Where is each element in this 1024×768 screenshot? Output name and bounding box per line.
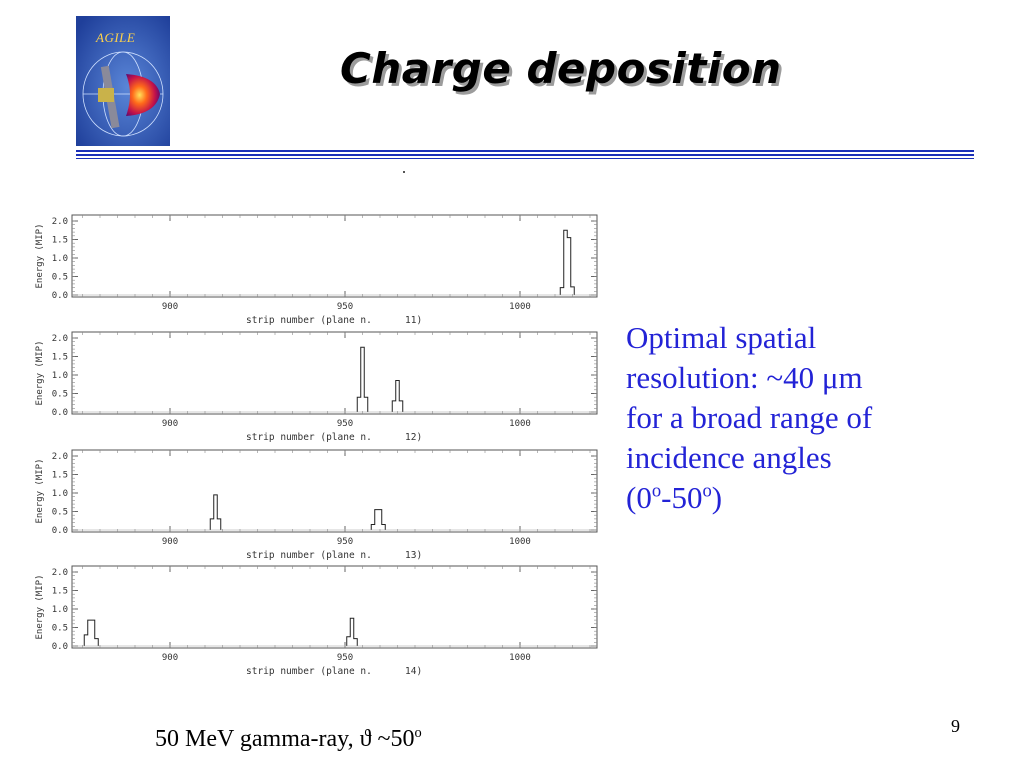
note-text: resolution: ~40 [626,360,822,395]
x-tick-label: 900 [162,419,178,429]
y-tick-label: 1.0 [52,489,68,499]
note-text: ) [711,480,723,515]
plot-frame [71,214,598,298]
x-tick-label: 1000 [509,302,531,312]
degree-sup: o [414,725,422,741]
y-tick-label: 0.5 [52,508,68,518]
note-line: resolution: ~40 μm [626,358,986,398]
plane-label: 11) [405,315,422,326]
title-rule [76,154,974,156]
histogram-peak [559,229,575,295]
plot-frame [71,331,598,415]
y-tick-label: 1.5 [52,471,68,481]
x-axis-label: strip number (plane n. [246,315,372,326]
plot-frame [71,449,598,533]
histogram-peak [346,617,358,646]
y-axis-label: Energy (MIP) [35,574,45,639]
plot-frame [71,565,598,649]
caption-text: 50 MeV gamma-ray, ϑ ~50 [155,726,415,752]
y-axis-label: Energy (MIP) [35,223,45,288]
y-tick-label: 2.0 [52,452,68,462]
y-tick-label: 1.0 [52,371,68,381]
x-tick-label: 950 [337,537,353,547]
y-axis-label: Energy (MIP) [35,340,45,405]
note-text: -50 [661,480,703,515]
y-tick-label: 0.5 [52,273,68,283]
resolution-note: Optimal spatial resolution: ~40 μm for a… [626,318,986,518]
y-tick-label: 1.0 [52,254,68,264]
x-tick-label: 950 [337,302,353,312]
note-line: incidence angles [626,440,832,475]
note-line: Optimal spatial [626,320,817,355]
micrometer-unit: μm [821,360,863,395]
agile-logo [76,16,170,146]
plane-label: 12) [405,432,422,443]
histogram-peak [370,509,386,530]
degree-sup: o [651,480,662,502]
x-tick-label: 1000 [509,419,531,429]
y-tick-label: 0.0 [52,291,68,301]
x-tick-label: 900 [162,302,178,312]
histogram-peak [209,494,222,530]
title-rule [76,158,974,159]
y-tick-label: 0.5 [52,390,68,400]
x-tick-label: 1000 [509,653,531,663]
slide-title: Charge deposition [340,44,782,93]
y-tick-label: 1.5 [52,353,68,363]
degree-sup: o [702,480,712,502]
histogram-peak [83,619,99,646]
x-axis-label: strip number (plane n. [246,666,372,677]
logo-label: AGILE [96,30,136,45]
note-text: (0 [626,480,652,515]
y-tick-label: 1.5 [52,587,68,597]
y-axis-label: Energy (MIP) [35,458,45,523]
y-tick-label: 2.0 [52,568,68,578]
note-line: (0o-50o) [626,478,986,518]
y-tick-label: 2.0 [52,334,68,344]
page-number: 9 [951,716,960,736]
y-tick-label: 0.0 [52,408,68,418]
x-tick-label: 950 [337,419,353,429]
y-tick-label: 0.0 [52,526,68,536]
note-line: for a broad range of [626,400,873,435]
histogram-peak [391,380,404,412]
y-tick-label: 0.5 [52,624,68,634]
x-axis-label: strip number (plane n. [246,550,372,561]
x-tick-label: 900 [162,537,178,547]
plane-label: 14) [405,666,422,677]
figure-caption: 50 MeV gamma-ray, ϑ ~50o [155,726,422,753]
y-tick-label: 1.0 [52,605,68,615]
stray-dot [403,171,405,173]
title-rule [76,150,974,152]
x-tick-label: 900 [162,653,178,663]
y-tick-label: 2.0 [52,217,68,227]
x-tick-label: 950 [337,653,353,663]
x-axis-label: strip number (plane n. [246,432,372,443]
histogram-peak [356,346,369,412]
y-tick-label: 0.0 [52,642,68,652]
plane-label: 13) [405,550,422,561]
y-tick-label: 1.5 [52,236,68,246]
x-tick-label: 1000 [509,537,531,547]
